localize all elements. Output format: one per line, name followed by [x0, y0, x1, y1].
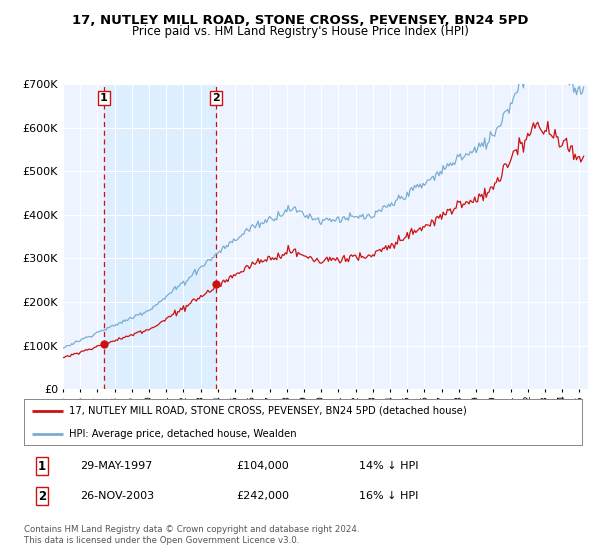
Text: £242,000: £242,000: [236, 491, 289, 501]
Bar: [104, 84, 216, 389]
Text: Contains HM Land Registry data © Crown copyright and database right 2024.
This d: Contains HM Land Registry data © Crown c…: [24, 525, 359, 545]
Text: 29-MAY-1997: 29-MAY-1997: [80, 461, 152, 471]
Text: 14% ↓ HPI: 14% ↓ HPI: [359, 461, 418, 471]
Text: 2: 2: [212, 93, 220, 103]
Text: 26-NOV-2003: 26-NOV-2003: [80, 491, 154, 501]
Text: 2: 2: [38, 490, 46, 503]
Text: HPI: Average price, detached house, Wealden: HPI: Average price, detached house, Weal…: [68, 429, 296, 438]
Text: 1: 1: [38, 460, 46, 473]
Text: 17, NUTLEY MILL ROAD, STONE CROSS, PEVENSEY, BN24 5PD: 17, NUTLEY MILL ROAD, STONE CROSS, PEVEN…: [72, 14, 528, 27]
Text: Price paid vs. HM Land Registry's House Price Index (HPI): Price paid vs. HM Land Registry's House …: [131, 25, 469, 38]
Text: £104,000: £104,000: [236, 461, 289, 471]
Text: 16% ↓ HPI: 16% ↓ HPI: [359, 491, 418, 501]
Text: 17, NUTLEY MILL ROAD, STONE CROSS, PEVENSEY, BN24 5PD (detached house): 17, NUTLEY MILL ROAD, STONE CROSS, PEVEN…: [68, 406, 466, 416]
Text: 1: 1: [100, 93, 108, 103]
